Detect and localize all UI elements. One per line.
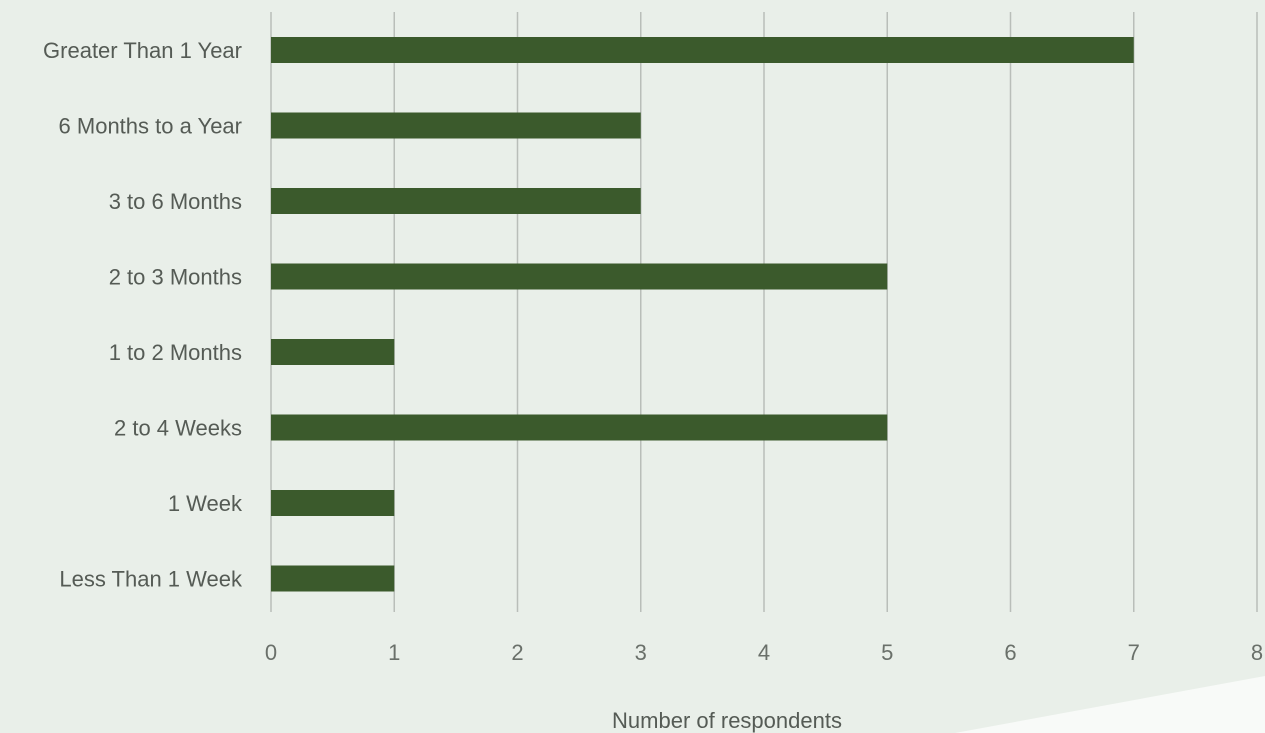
x-tick-label: 2: [511, 640, 523, 665]
category-label: 6 Months to a Year: [59, 114, 242, 139]
x-tick-label: 6: [1004, 640, 1016, 665]
bar: [271, 37, 1134, 63]
x-tick-label: 1: [388, 640, 400, 665]
category-label: 1 to 2 Months: [109, 340, 242, 365]
x-tick-label: 0: [265, 640, 277, 665]
x-axis-title: Number of respondents: [612, 708, 842, 733]
category-label: 2 to 3 Months: [109, 265, 242, 290]
x-tick-label: 7: [1128, 640, 1140, 665]
x-tick-labels: 0 1 2 3 4 5 6 7 8: [265, 640, 1263, 665]
bar: [271, 188, 641, 214]
category-label: Greater Than 1 Year: [43, 38, 242, 63]
bar: [271, 490, 395, 516]
category-label: 3 to 6 Months: [109, 189, 242, 214]
x-tick-label: 8: [1251, 640, 1263, 665]
x-tick-label: 4: [758, 640, 770, 665]
category-label: Less Than 1 Week: [59, 567, 243, 592]
bar: [271, 414, 888, 441]
category-label: 1 Week: [168, 491, 243, 516]
x-tick-label: 5: [881, 640, 893, 665]
category-labels: Greater Than 1 Year 6 Months to a Year 3 t…: [43, 38, 243, 592]
category-label: 2 to 4 Weeks: [114, 416, 242, 441]
gridlines: [270, 12, 1258, 612]
bars: [271, 37, 1134, 592]
bar: [271, 112, 641, 139]
decorative-corner-shape: [955, 676, 1265, 733]
bar: [271, 565, 395, 592]
bar: [271, 339, 395, 365]
x-tick-label: 3: [635, 640, 647, 665]
bar: [271, 263, 888, 290]
